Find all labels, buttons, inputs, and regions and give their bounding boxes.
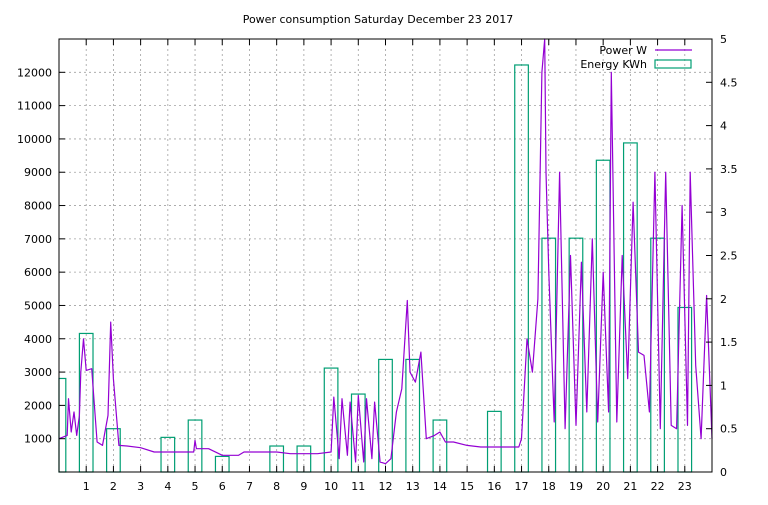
y-left-tick-label: 8000	[24, 200, 52, 213]
power-line	[58, 38, 713, 465]
y-right-tick-label: 4	[720, 120, 727, 133]
energy-bar	[58, 377, 67, 473]
x-tick-label: 22	[651, 480, 665, 493]
y-right-tick-label: 5	[720, 33, 727, 46]
x-tick-label: 9	[300, 480, 307, 493]
x-tick-label: 3	[137, 480, 144, 493]
x-tick-label: 10	[324, 480, 338, 493]
y-right-tick-label: 4.5	[720, 76, 738, 89]
x-tick-label: 16	[487, 480, 501, 493]
legend-energy-swatch	[654, 59, 692, 69]
x-tick-label: 19	[569, 480, 583, 493]
y-left-tick-label: 1000	[24, 433, 52, 446]
y-left-tick-label: 6000	[24, 266, 52, 279]
legend-power-label: Power W	[599, 44, 647, 57]
x-tick-label: 5	[192, 480, 199, 493]
plot-frame	[58, 38, 713, 473]
axes: 1 2 3 4 5 6 7 8 9 10 11 12 13 14 15 16 17 18 19 20 21 22 23100…	[17, 33, 738, 493]
y-right-tick-label: 2.5	[720, 250, 738, 263]
x-tick-label: 11	[351, 480, 365, 493]
x-tick-label: 17	[515, 480, 529, 493]
y-left-tick-label: 7000	[24, 233, 52, 246]
grid	[59, 39, 712, 472]
x-tick-label: 1	[83, 480, 90, 493]
y-right-tick-label: 3.5	[720, 163, 738, 176]
y-right-tick-label: 3	[720, 206, 727, 219]
y-right-tick-label: 0.5	[720, 423, 738, 436]
x-tick-label: 15	[460, 480, 474, 493]
x-tick-label: 8	[273, 480, 280, 493]
x-tick-label: 21	[623, 480, 637, 493]
y-left-tick-label: 5000	[24, 299, 52, 312]
y-right-tick-label: 0	[720, 466, 727, 479]
y-left-tick-label: 10000	[17, 133, 52, 146]
y-left-tick-label: 3000	[24, 366, 52, 379]
x-tick-label: 7	[246, 480, 253, 493]
x-tick-label: 20	[596, 480, 610, 493]
y-left-tick-label: 11000	[17, 100, 52, 113]
y-right-tick-label: 1	[720, 379, 727, 392]
x-tick-label: 18	[542, 480, 556, 493]
y-left-tick-label: 2000	[24, 399, 52, 412]
x-tick-label: 23	[678, 480, 692, 493]
x-tick-label: 12	[379, 480, 393, 493]
y-left-tick-label: 12000	[17, 66, 52, 79]
legend: Power W Energy KWh	[580, 44, 692, 71]
x-tick-label: 2	[110, 480, 117, 493]
y-right-tick-label: 1.5	[720, 336, 738, 349]
x-tick-label: 4	[164, 480, 171, 493]
y-right-tick-label: 2	[720, 293, 727, 306]
y-left-tick-label: 4000	[24, 333, 52, 346]
x-tick-label: 13	[406, 480, 420, 493]
y-left-tick-label: 9000	[24, 166, 52, 179]
chart-title: Power consumption Saturday December 23 2…	[243, 13, 514, 26]
x-tick-label: 6	[219, 480, 226, 493]
legend-energy-label: Energy KWh	[580, 58, 647, 71]
x-tick-label: 14	[433, 480, 447, 493]
